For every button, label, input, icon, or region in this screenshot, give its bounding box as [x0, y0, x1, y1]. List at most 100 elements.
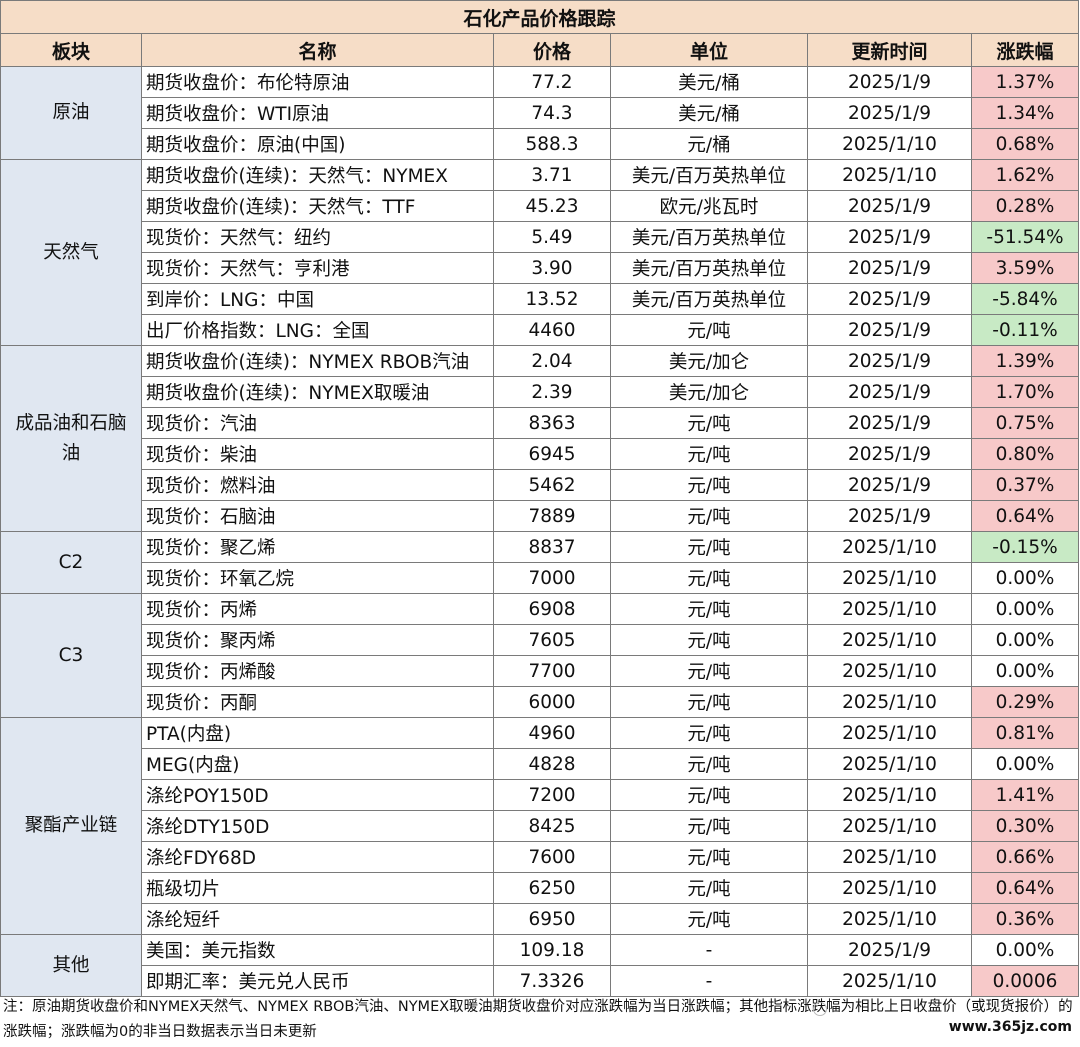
- unit-cell: 美元/百万英热单位: [610, 252, 808, 284]
- change-cell: 0.36%: [970, 903, 1080, 935]
- price-cell: 7600: [493, 841, 611, 873]
- col-header-sector: 板块: [0, 33, 142, 67]
- price-cell: 588.3: [493, 128, 611, 160]
- change-cell: 1.37%: [970, 66, 1080, 98]
- unit-cell: 元/吨: [610, 314, 808, 346]
- change-cell: 0.00%: [970, 562, 1080, 594]
- table-row: 涤纶DTY150D 8425 元/吨 2025/1/10 0.30%: [1, 810, 1080, 842]
- price-cell: 6950: [493, 903, 611, 935]
- unit-cell: 元/吨: [610, 655, 808, 687]
- name-cell: 现货价：天然气：亨利港: [141, 252, 494, 284]
- table-row: 现货价：燃料油 5462 元/吨 2025/1/9 0.37%: [1, 469, 1080, 501]
- change-cell: -51.54%: [970, 221, 1080, 253]
- price-cell: 6945: [493, 438, 611, 470]
- name-cell: 期货收盘价(连续)：天然气：TTF: [141, 190, 494, 222]
- table-row: 成品油和石脑油 期货收盘价(连续)：NYMEX RBOB汽油 2.04 美元/加仑 20…: [0, 345, 1080, 532]
- unit-cell: 元/吨: [610, 748, 808, 780]
- table-row: 现货价：石脑油 7889 元/吨 2025/1/9 0.64%: [1, 500, 1080, 532]
- table-row: 涤纶短纤 6950 元/吨 2025/1/10 0.36%: [1, 903, 1080, 935]
- name-cell: 期货收盘价：WTI原油: [141, 97, 494, 129]
- table-row: 现货价：丙酮 6000 元/吨 2025/1/10 0.29%: [1, 686, 1080, 718]
- date-cell: 2025/1/9: [807, 438, 972, 470]
- date-cell: 2025/1/9: [807, 500, 972, 532]
- date-cell: 2025/1/9: [807, 66, 972, 98]
- date-cell: 2025/1/10: [807, 810, 972, 842]
- footnote: 注：原油期货收盘价和NYMEX天然气、NYMEX RBOB汽油、NYMEX取暖油…: [3, 999, 1073, 1040]
- table-row: 出厂价格指数：LNG：全国 4460 元/吨 2025/1/9 -0.11%: [1, 314, 1080, 346]
- name-cell: 期货收盘价：布伦特原油: [141, 66, 494, 98]
- name-cell: 涤纶DTY150D: [141, 810, 494, 842]
- change-cell: 0.00%: [970, 593, 1080, 625]
- table-row: 现货价：聚丙烯 7605 元/吨 2025/1/10 0.00%: [1, 624, 1080, 656]
- date-cell: 2025/1/9: [807, 376, 972, 408]
- date-cell: 2025/1/10: [807, 965, 972, 997]
- change-cell: 1.41%: [970, 779, 1080, 811]
- table-row: 聚酯产业链 PTA(内盘) 4960 元/吨 2025/1/10 0.81%: [0, 717, 1080, 935]
- unit-cell: 欧元/兆瓦时: [610, 190, 808, 222]
- unit-cell: 美元/加仑: [610, 376, 808, 408]
- name-cell: 瓶级切片: [141, 872, 494, 904]
- sector-cell: C3: [0, 593, 142, 718]
- price-cell: 8425: [493, 810, 611, 842]
- sector-cell: 天然气: [0, 159, 142, 346]
- col-header-change: 涨跌幅: [970, 33, 1080, 67]
- sector-cell: 原油: [0, 66, 142, 160]
- name-cell: 涤纶FDY68D: [141, 841, 494, 873]
- change-cell: 0.81%: [970, 717, 1080, 749]
- date-cell: 2025/1/9: [807, 221, 972, 253]
- name-cell: 现货价：环氧乙烷: [141, 562, 494, 594]
- unit-cell: 美元/百万英热单位: [610, 283, 808, 315]
- date-cell: 2025/1/9: [807, 407, 972, 439]
- name-cell: 现货价：汽油: [141, 407, 494, 439]
- price-cell: 5462: [493, 469, 611, 501]
- unit-cell: 元/吨: [610, 500, 808, 532]
- table-row: 涤纶FDY68D 7600 元/吨 2025/1/10 0.66%: [1, 841, 1080, 873]
- unit-cell: 元/吨: [610, 407, 808, 439]
- change-cell: 0.30%: [970, 810, 1080, 842]
- change-cell: 0.64%: [970, 500, 1080, 532]
- date-cell: 2025/1/10: [807, 624, 972, 656]
- date-cell: 2025/1/9: [807, 252, 972, 284]
- price-cell: 2.04: [493, 345, 611, 377]
- sector-cell: 其他: [0, 934, 142, 997]
- sector-cell: 成品油和石脑油: [0, 345, 142, 532]
- name-cell: 即期汇率：美元兑人民币: [141, 965, 494, 997]
- price-cell: 77.2: [493, 66, 611, 98]
- change-cell: 0.80%: [970, 438, 1080, 470]
- name-cell: MEG(内盘): [141, 748, 494, 780]
- name-cell: 现货价：石脑油: [141, 500, 494, 532]
- change-cell: 1.62%: [970, 159, 1080, 191]
- price-cell: 13.52: [493, 283, 611, 315]
- col-header-unit: 单位: [610, 33, 808, 67]
- price-cell: 8363: [493, 407, 611, 439]
- unit-cell: 元/吨: [610, 841, 808, 873]
- table-row: 现货价：天然气：亨利港 3.90 美元/百万英热单位 2025/1/9 3.59%: [1, 252, 1080, 284]
- date-cell: 2025/1/10: [807, 717, 972, 749]
- price-cell: 6908: [493, 593, 611, 625]
- table-row: 天然气 期货收盘价(连续)：天然气：NYMEX 3.71 美元/百万英热单位 2025/…: [0, 159, 1080, 346]
- change-cell: 1.39%: [970, 345, 1080, 377]
- date-cell: 2025/1/10: [807, 686, 972, 718]
- change-cell: 0.0006: [970, 965, 1080, 997]
- unit-cell: 元/吨: [610, 438, 808, 470]
- unit-cell: 元/桶: [610, 128, 808, 160]
- name-cell: 现货价：丙酮: [141, 686, 494, 718]
- date-cell: 2025/1/9: [807, 283, 972, 315]
- date-cell: 2025/1/10: [807, 872, 972, 904]
- date-cell: 2025/1/9: [807, 934, 972, 966]
- price-cell: 8837: [493, 531, 611, 563]
- price-cell: 3.90: [493, 252, 611, 284]
- col-header-price: 价格: [493, 33, 611, 67]
- unit-cell: 美元/桶: [610, 66, 808, 98]
- price-cell: 4828: [493, 748, 611, 780]
- date-cell: 2025/1/10: [807, 779, 972, 811]
- table-row: 原油 期货收盘价：布伦特原油 77.2 美元/桶 2025/1/9 1.37%: [0, 66, 1080, 160]
- unit-cell: 美元/桶: [610, 97, 808, 129]
- unit-cell: 美元/百万英热单位: [610, 221, 808, 253]
- table-row: 即期汇率：美元兑人民币 7.3326-2025/1/10 0.0006: [1, 965, 1080, 997]
- watermark-logo-icon: [813, 1002, 827, 1016]
- name-cell: 美国：美元指数: [141, 934, 494, 966]
- table-row: 期货收盘价(连续)：NYMEX取暖油 2.39 美元/加仑 2025/1/9 1.70%: [1, 376, 1080, 408]
- table-row: MEG(内盘) 4828 元/吨 2025/1/10 0.00%: [1, 748, 1080, 780]
- price-cell: 7889: [493, 500, 611, 532]
